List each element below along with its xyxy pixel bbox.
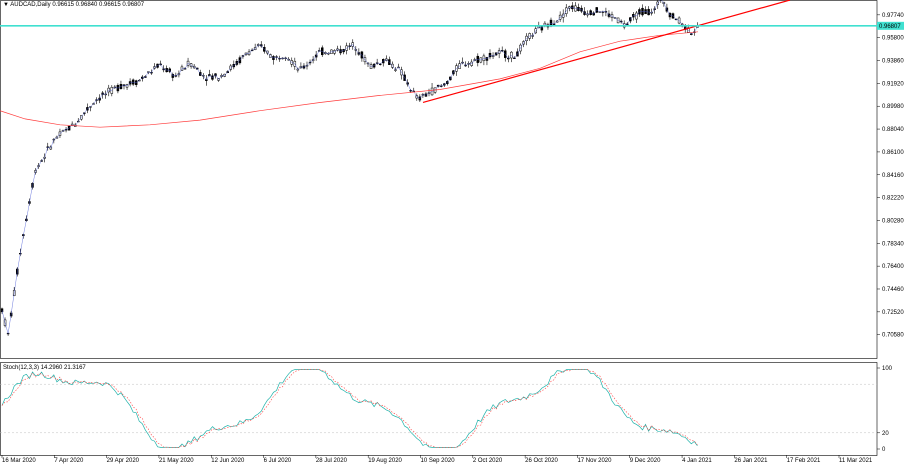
price-tick-label: 0.88040	[882, 127, 904, 133]
price-pane-frame	[0, 0, 878, 359]
time-tick-label: 11 Mar 2021	[839, 458, 873, 464]
time-tick-label: 10 Sep 2020	[421, 458, 456, 464]
time-tick-label: 2 Oct 2020	[473, 458, 503, 464]
chart-header: ▼ AUDCAD,Daily 0.96615 0.96840 0.96615 0…	[3, 1, 144, 9]
osc-label: Stoch(12,3,3)	[3, 365, 40, 371]
stoch-main-line	[1, 369, 698, 448]
time-tick-label: 16 Mar 2020	[2, 458, 36, 464]
time-tick-label: 28 Jul 2020	[316, 458, 348, 464]
time-tick-label: 12 Jun 2020	[211, 458, 245, 464]
time-tick-label: 19 Aug 2020	[368, 458, 402, 464]
price-tick-label: 0.84160	[882, 173, 904, 179]
price-tick-label: 0.86100	[882, 150, 904, 156]
long-ma-line	[0, 31, 699, 128]
candle-body	[0, 308, 4, 313]
price-tick-label: 0.74460	[882, 287, 904, 293]
time-tick-label: 29 Apr 2020	[107, 458, 140, 464]
oscillator-header: Stoch(12,3,3) 14.2960 21.3167	[3, 364, 86, 372]
price-tick-label: 0.78340	[882, 241, 904, 247]
price-tick-label: 0.82220	[882, 196, 904, 202]
price-level-label-bg	[877, 21, 904, 30]
trendline	[422, 0, 791, 104]
symbol-label: AUDCAD,Daily	[10, 2, 51, 8]
oscillator-pane-frame	[0, 362, 878, 456]
price-tick-label: 0.97740	[882, 13, 904, 19]
price-tick-label: 0.91920	[882, 81, 904, 87]
time-tick-label: 4 Jan 2021	[682, 458, 712, 464]
stoch-signal-line	[1, 369, 698, 448]
time-tick-label: 17 Nov 2020	[577, 458, 612, 464]
price-tick-label: 0.80280	[882, 218, 904, 224]
price-level-label: 0.96807	[879, 24, 901, 30]
price-tick-label: 0.95800	[882, 36, 904, 42]
osc-tick-label: 0	[882, 447, 886, 453]
short-ma-line	[1, 0, 698, 334]
price-tick-label: 0.76400	[882, 264, 904, 270]
price-tick-label: 0.72520	[882, 310, 904, 316]
time-tick-label: 26 Jan 2021	[734, 458, 768, 464]
time-tick-label: 6 Jul 2020	[264, 458, 292, 464]
time-tick-label: 21 May 2020	[159, 458, 194, 464]
ohlc-text: 0.96615 0.96840 0.96615 0.96807	[52, 2, 145, 8]
time-tick-label: 7 Apr 2020	[54, 458, 84, 464]
osc-tick-label: 20	[882, 431, 889, 437]
collapse-arrow-icon[interactable]: ▼	[3, 2, 9, 8]
time-tick-label: 26 Oct 2020	[525, 458, 558, 464]
price-tick-label: 0.93860	[882, 59, 904, 65]
time-tick-label: 17 Feb 2021	[787, 458, 821, 464]
time-tick-label: 9 Dec 2020	[630, 458, 661, 464]
price-tick-label: 0.89980	[882, 104, 904, 110]
price-tick-label: 0.70580	[882, 333, 904, 339]
osc-values: 14.2960 21.3167	[40, 365, 86, 371]
osc-tick-label: 100	[882, 366, 893, 372]
